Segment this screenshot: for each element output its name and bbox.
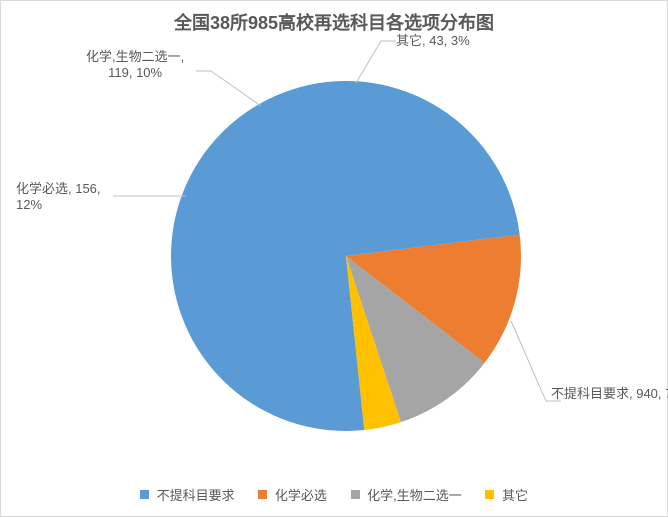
legend-label-3: 其它 — [502, 488, 528, 503]
slice-label-3: 其它, 43, 3% — [396, 33, 470, 49]
legend: 不提科目要求 化学必选 化学,生物二选一 其它 — [1, 485, 667, 504]
slice-label-0-text: 不提科目要求, 940, 75% — [551, 386, 668, 401]
legend-item-2: 化学,生物二选一 — [351, 485, 462, 504]
slice-label-1-text: 化学必选, 156, — [16, 181, 101, 196]
slice-label-2-line2: 119, 10% — [86, 65, 184, 81]
legend-swatch-3 — [485, 490, 494, 499]
legend-swatch-2 — [351, 490, 360, 499]
legend-item-3: 其它 — [485, 485, 528, 504]
legend-label-2: 化学,生物二选一 — [367, 488, 462, 503]
legend-swatch-1 — [258, 490, 267, 499]
legend-item-1: 化学必选 — [258, 485, 327, 504]
chart-container: 全国38所985高校再选科目各选项分布图 不提科目要求, 940, 75% 化学… — [0, 0, 668, 517]
slice-label-3-text: 其它, 43, 3% — [396, 33, 470, 48]
slice-label-0: 不提科目要求, 940, 75% — [551, 386, 668, 402]
slice-label-1: 化学必选, 156, 12% — [16, 181, 101, 214]
legend-label-1: 化学必选 — [275, 488, 327, 503]
slice-label-1-line2: 12% — [16, 197, 101, 213]
chart-title: 全国38所985高校再选科目各选项分布图 — [1, 9, 667, 35]
legend-label-0: 不提科目要求 — [157, 488, 235, 503]
legend-swatch-0 — [140, 490, 149, 499]
legend-item-0: 不提科目要求 — [140, 485, 235, 504]
slice-label-2: 化学,生物二选一, 119, 10% — [86, 49, 184, 82]
slice-label-2-text: 化学,生物二选一, — [86, 49, 184, 64]
